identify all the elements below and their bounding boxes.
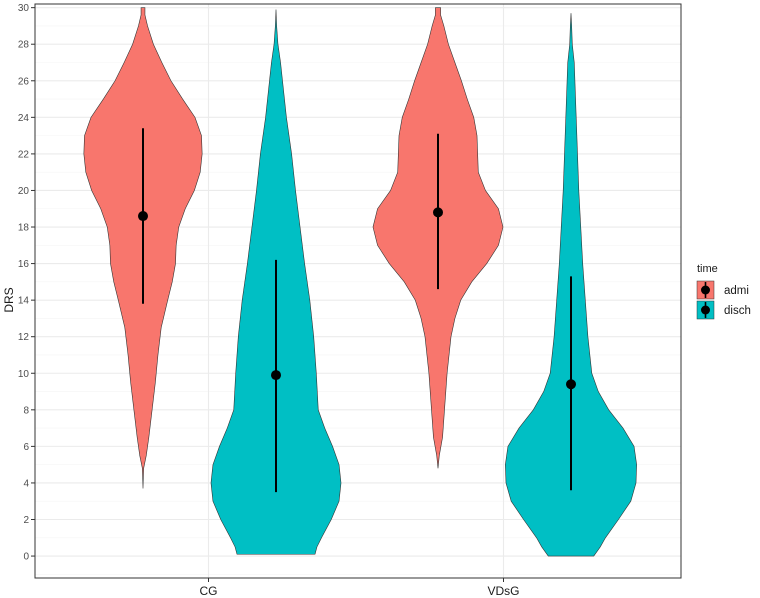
legend-title: time: [697, 263, 718, 275]
x-axis: CG VDsG: [200, 578, 520, 598]
mean-point-cg-disch: [271, 370, 281, 381]
y-tick-label: 18: [18, 223, 30, 234]
summary-stats: [138, 128, 576, 493]
legend-key-point-admi: [701, 285, 710, 295]
y-tick-label: 20: [18, 186, 30, 197]
y-tick-label: 14: [18, 296, 30, 307]
legend-label-admi: admi: [724, 285, 749, 297]
y-tick-label: 28: [18, 40, 30, 51]
legend-key-point-disch: [701, 305, 710, 315]
y-axis-title: DRS: [2, 287, 16, 312]
plot-border: [34, 3, 682, 579]
y-tick-label: 4: [23, 478, 29, 489]
x-tick-label: CG: [200, 584, 218, 598]
y-tick-label: 6: [23, 442, 29, 453]
y-tick-label: 16: [18, 259, 30, 270]
y-tick-label: 2: [23, 515, 29, 526]
y-tick-label: 26: [18, 76, 30, 87]
y-tick-label: 24: [18, 113, 30, 124]
y-tick-label: 12: [18, 332, 30, 343]
y-tick-label: 8: [23, 405, 29, 416]
y-tick-label: 22: [18, 149, 30, 160]
legend-label-disch: disch: [724, 305, 751, 317]
legend: time admi disch: [696, 263, 751, 320]
panel-border-rect: [34, 3, 682, 579]
mean-point-vdsg-disch: [566, 379, 576, 390]
mean-point-vdsg-admi: [433, 207, 443, 218]
y-tick-label: 10: [18, 369, 30, 380]
x-tick-label: VDsG: [487, 584, 519, 598]
y-tick-label: 30: [18, 3, 30, 14]
mean-point-cg-admi: [138, 211, 148, 222]
y-tick-label: 0: [23, 552, 29, 563]
